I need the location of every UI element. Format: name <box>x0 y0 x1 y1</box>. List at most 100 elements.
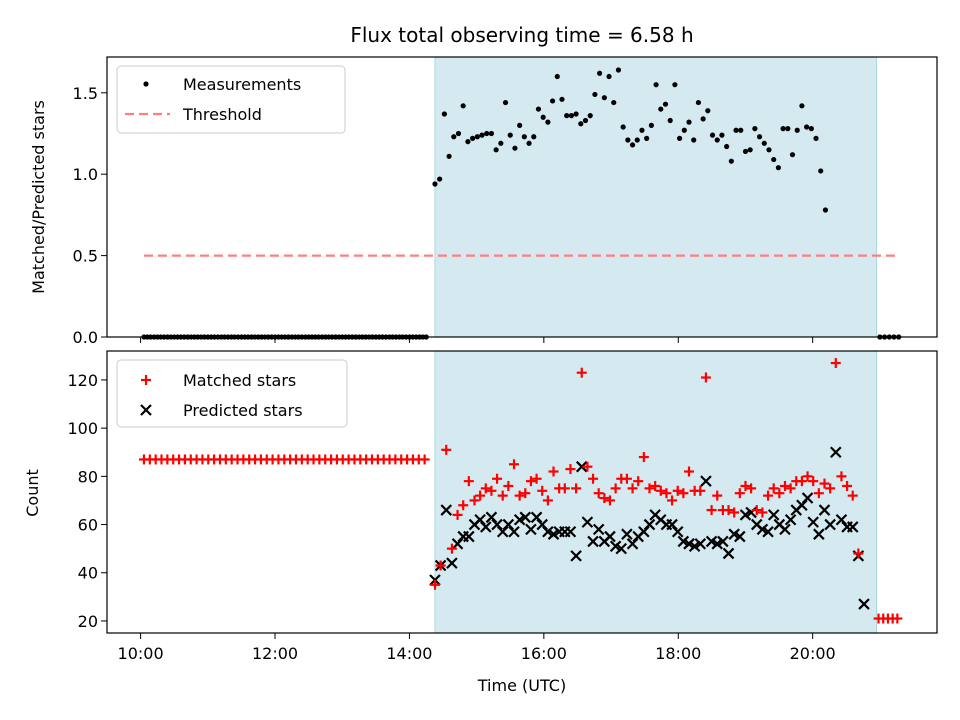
predicted-point <box>604 530 616 543</box>
matched-point <box>458 500 469 511</box>
top-axes-frame <box>106 56 938 338</box>
predicted-point <box>508 525 520 538</box>
measurement-point <box>479 132 485 138</box>
matched-point <box>565 464 576 475</box>
matched-point <box>768 483 779 494</box>
measurement-point <box>545 119 551 125</box>
matched-point <box>441 444 452 455</box>
x-tick-label: 10:00 <box>118 644 164 663</box>
predicted-point <box>694 538 707 550</box>
predicted-point <box>830 446 842 459</box>
matched-point <box>638 452 649 463</box>
matched-point <box>655 485 666 496</box>
measurement-point <box>686 119 692 125</box>
measurement-point <box>756 134 763 140</box>
measurement-point <box>709 132 716 138</box>
top-panel: 0.0 0.5 1.0 1.5 Measurements Threshold <box>73 56 938 347</box>
bottom-y-tick-label: 100 <box>67 419 98 438</box>
bottom-observing-window <box>434 350 878 634</box>
matched-point <box>785 483 796 494</box>
matched-point <box>463 476 474 487</box>
top-y-tick-label: 1.5 <box>73 84 98 103</box>
matched-point <box>542 495 553 506</box>
matched-point <box>678 488 689 499</box>
matched-point <box>853 548 864 559</box>
matched-point <box>808 476 819 487</box>
measurement-point <box>606 73 612 80</box>
measurement-point <box>818 168 824 174</box>
predicted-point <box>638 525 650 538</box>
measurement-point <box>582 117 589 124</box>
matched-point <box>661 488 672 499</box>
matched-point <box>537 485 548 496</box>
predicted-point <box>536 518 549 531</box>
predicted-point <box>700 475 712 487</box>
measurement-point <box>789 152 796 158</box>
matched-point <box>650 480 661 491</box>
predicted-point <box>485 511 498 524</box>
legend-matched-marker <box>141 375 151 385</box>
measurement-point <box>658 106 664 112</box>
predicted-point <box>858 598 870 610</box>
predicted-point <box>824 518 836 531</box>
bottom-y-tick-label: 40 <box>78 564 98 583</box>
matched-point <box>627 483 638 494</box>
measurement-point <box>568 113 574 119</box>
predicted-point <box>615 542 628 555</box>
measurement-point <box>728 158 734 164</box>
matched-point <box>520 488 531 499</box>
measurement-point <box>502 99 509 106</box>
bottom-legend: Matched stars Predicted stars <box>116 359 348 428</box>
matched-point <box>819 478 830 489</box>
measurement-point <box>662 101 669 107</box>
measurement-point <box>808 126 814 132</box>
predicted-point <box>446 557 458 569</box>
x-tick-label: 14:00 <box>386 644 432 663</box>
measurement-point <box>615 67 622 73</box>
measurement-point <box>437 176 443 182</box>
matched-point <box>672 485 683 496</box>
matched-point <box>429 579 440 590</box>
measurement-point <box>526 140 532 146</box>
matched-point <box>763 490 774 501</box>
matched-point <box>503 480 514 491</box>
predicted-point <box>722 547 735 560</box>
predicted-point <box>762 525 774 538</box>
top-y-tick-label: 1.0 <box>73 165 98 184</box>
measurement-point <box>587 113 593 119</box>
matched-point <box>492 473 503 484</box>
matched-point <box>509 459 520 470</box>
measurement-point <box>432 181 438 187</box>
measurement-point <box>719 132 725 138</box>
matched-point <box>559 483 570 494</box>
matched-point <box>531 473 542 484</box>
predicted-point <box>813 528 825 540</box>
measurement-point <box>592 91 598 98</box>
measurement-point <box>460 103 466 109</box>
matched-point <box>604 495 615 506</box>
measurement-point <box>488 130 495 137</box>
measurement-point <box>644 135 650 141</box>
measurement-point <box>507 132 513 138</box>
measurement-point <box>813 135 819 141</box>
measurement-point <box>470 135 476 141</box>
matched-point <box>446 543 457 554</box>
bottom-y-tick-label: 80 <box>78 467 98 486</box>
x-axis-label: Time (UTC) <box>477 676 566 695</box>
measurement-point <box>629 142 636 148</box>
matched-point <box>435 560 446 571</box>
measurement-point <box>465 139 471 145</box>
predicted-point <box>671 525 684 538</box>
matched-point <box>582 461 593 472</box>
bottom-panel: 20 40 60 80 100 120 10:00 12:00 14:00 16:00 18:00 2… <box>67 350 938 663</box>
matched-point <box>796 476 807 487</box>
predicted-point <box>440 504 453 516</box>
matched-point <box>757 507 768 518</box>
matched-point <box>813 488 824 499</box>
legend-measurements-label: Measurements <box>183 75 301 94</box>
bottom-y-axis-label: Count <box>23 469 42 517</box>
measurement-point <box>700 116 706 122</box>
predicted-point <box>519 511 532 524</box>
matched-point <box>729 507 740 518</box>
